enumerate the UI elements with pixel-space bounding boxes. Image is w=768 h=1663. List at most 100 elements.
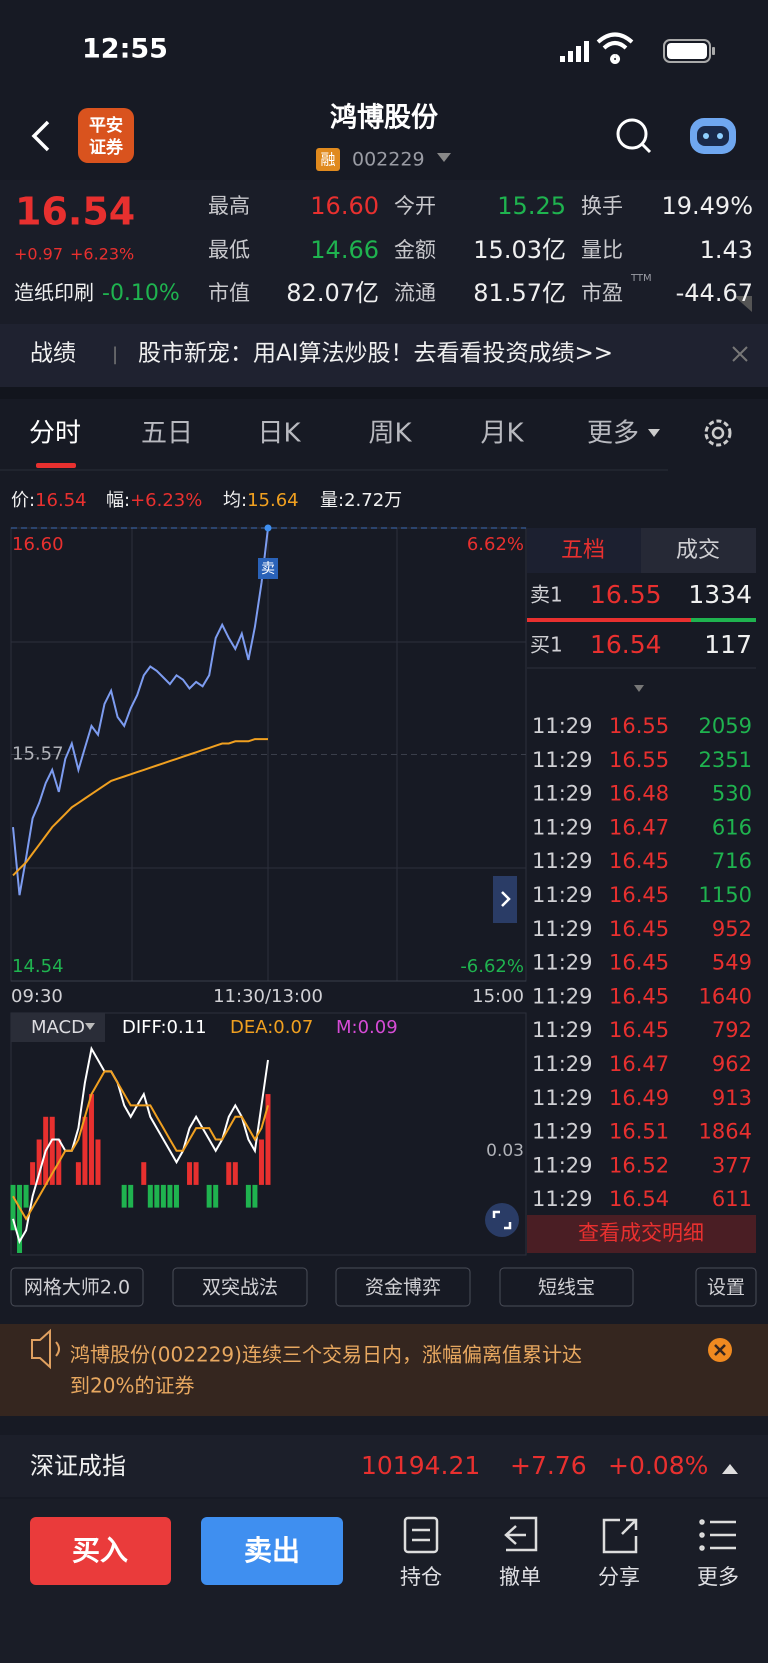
stat-value: 15.03亿 (473, 236, 566, 264)
back-button[interactable] (31, 120, 50, 152)
stat-value: 82.07亿 (286, 279, 379, 307)
last-price: 16.54 (15, 190, 135, 234)
book-tab[interactable]: 五档 (561, 538, 605, 563)
action-label[interactable]: 更多 (697, 1565, 739, 1589)
trade-volume: 1640 (699, 984, 752, 1008)
stat-value: 19.49% (661, 192, 753, 220)
notice-text: 鸿博股份(002229)连续三个交易日内，涨幅偏离值累计达 (70, 1343, 582, 1367)
info-label: 均: (223, 490, 247, 511)
trade-price: 16.45 (609, 984, 669, 1008)
stat-value: 81.57亿 (473, 279, 566, 307)
action-label[interactable]: 撤单 (499, 1565, 541, 1589)
banner-label: 战绩 (30, 341, 76, 367)
macd-bar (36, 1139, 42, 1185)
y-tick-label: 16.60 (12, 534, 64, 555)
series-line (12, 527, 269, 896)
stat-label: 金额 (394, 238, 436, 262)
stat-value: 1.43 (700, 236, 753, 264)
banner-close[interactable] (732, 346, 748, 362)
action-label[interactable]: 持仓 (400, 1565, 442, 1589)
trade-price: 16.45 (609, 1018, 669, 1042)
trade-time: 11:29 (532, 748, 593, 772)
buy-button[interactable] (30, 1517, 171, 1585)
search-button[interactable] (616, 118, 652, 154)
chart-tab[interactable]: 分时 (29, 419, 81, 449)
trade-volume: 611 (712, 1187, 752, 1211)
trade-price: 16.55 (609, 748, 669, 772)
macd-bar (167, 1184, 173, 1208)
macd-bar (23, 1184, 29, 1208)
tool-button[interactable] (10, 1267, 144, 1307)
index-expand[interactable] (722, 1464, 738, 1474)
notice-close[interactable] (708, 1338, 732, 1362)
fullscreen-button[interactable] (485, 1203, 519, 1237)
macd-bar (193, 1162, 199, 1185)
stat-label: 今开 (394, 194, 436, 218)
stat-value: 16.60 (310, 192, 379, 220)
chart-tab[interactable]: 更多 (587, 419, 639, 449)
battery-icon (663, 39, 715, 63)
chart-tab[interactable]: 日K (257, 419, 301, 449)
index-value: 10194.21 (361, 1451, 480, 1480)
trade-price: 16.47 (609, 815, 669, 839)
book-collapse[interactable] (634, 685, 644, 692)
settings-button[interactable] (704, 419, 732, 447)
tool-button[interactable] (499, 1267, 634, 1307)
tab-underline (36, 463, 76, 468)
last-point (264, 524, 272, 532)
macd-bar (88, 1094, 94, 1185)
trade-price: 16.51 (609, 1120, 669, 1144)
broker-logo (78, 108, 134, 163)
trade-time: 11:29 (532, 917, 593, 941)
trade-volume: 2351 (699, 748, 752, 772)
sell-button[interactable] (201, 1517, 343, 1585)
trade-time: 11:29 (532, 815, 593, 839)
macd-bar (206, 1184, 212, 1208)
logo-text: 平安 (89, 115, 123, 136)
banner-text[interactable]: 股市新宠：用AI算法炒股！去看看投资成绩>> (138, 341, 613, 367)
macd-selector[interactable]: MACD (31, 1017, 85, 1038)
y-tick-label: 0.03 (486, 1141, 524, 1161)
tool-button[interactable] (335, 1267, 471, 1307)
trades-more-bg[interactable] (527, 1215, 756, 1253)
macd-bar (17, 1184, 23, 1253)
stock-code[interactable]: 002229 (352, 149, 425, 171)
expand-arrow[interactable] (493, 876, 517, 923)
more-dropdown[interactable] (648, 429, 660, 437)
info-item: 价:16.54 (11, 490, 87, 511)
stat-label: 市值 (208, 281, 250, 305)
chart-tab[interactable]: 五日 (141, 419, 193, 449)
info-value: 16.54 (35, 490, 87, 511)
info-item: 幅:+6.23% (106, 490, 202, 511)
quote-bg (0, 180, 768, 324)
price-change-pct: +6.23% (70, 245, 134, 264)
tool-button[interactable] (172, 1267, 308, 1307)
stat-label: 换手 (581, 194, 623, 218)
chart-tab[interactable]: 月K (480, 419, 524, 449)
trade-price: 16.52 (609, 1153, 669, 1177)
tool-button[interactable] (695, 1267, 757, 1307)
banner-bg (0, 324, 768, 387)
trade-time: 11:29 (532, 849, 593, 873)
stock-title: 鸿博股份 (330, 102, 438, 134)
sector-change: -0.10% (102, 281, 180, 306)
x-tick-label: 09:30 (11, 986, 63, 1007)
pct-label: 6.62% (467, 534, 524, 555)
trade-marker-bg (258, 558, 278, 579)
index-change: +7.76 (510, 1451, 587, 1480)
book-tab-inactive[interactable] (641, 528, 756, 573)
trades-more[interactable]: 查看成交明细 (578, 1221, 704, 1245)
tool-label: 双突战法 (202, 1277, 278, 1299)
assistant-button[interactable] (690, 118, 736, 154)
book-tab[interactable]: 成交 (676, 538, 720, 563)
chart-tab[interactable]: 周K (368, 419, 412, 449)
expand-arrow-icon (501, 891, 511, 907)
wifi-icon (596, 32, 634, 64)
macd-bar (258, 1139, 264, 1185)
tool-label: 资金博弈 (365, 1277, 441, 1299)
trade-volume: 2059 (699, 714, 752, 738)
action-label[interactable]: 分享 (598, 1565, 640, 1589)
code-dropdown[interactable] (437, 153, 451, 162)
macd-bar (173, 1184, 179, 1208)
